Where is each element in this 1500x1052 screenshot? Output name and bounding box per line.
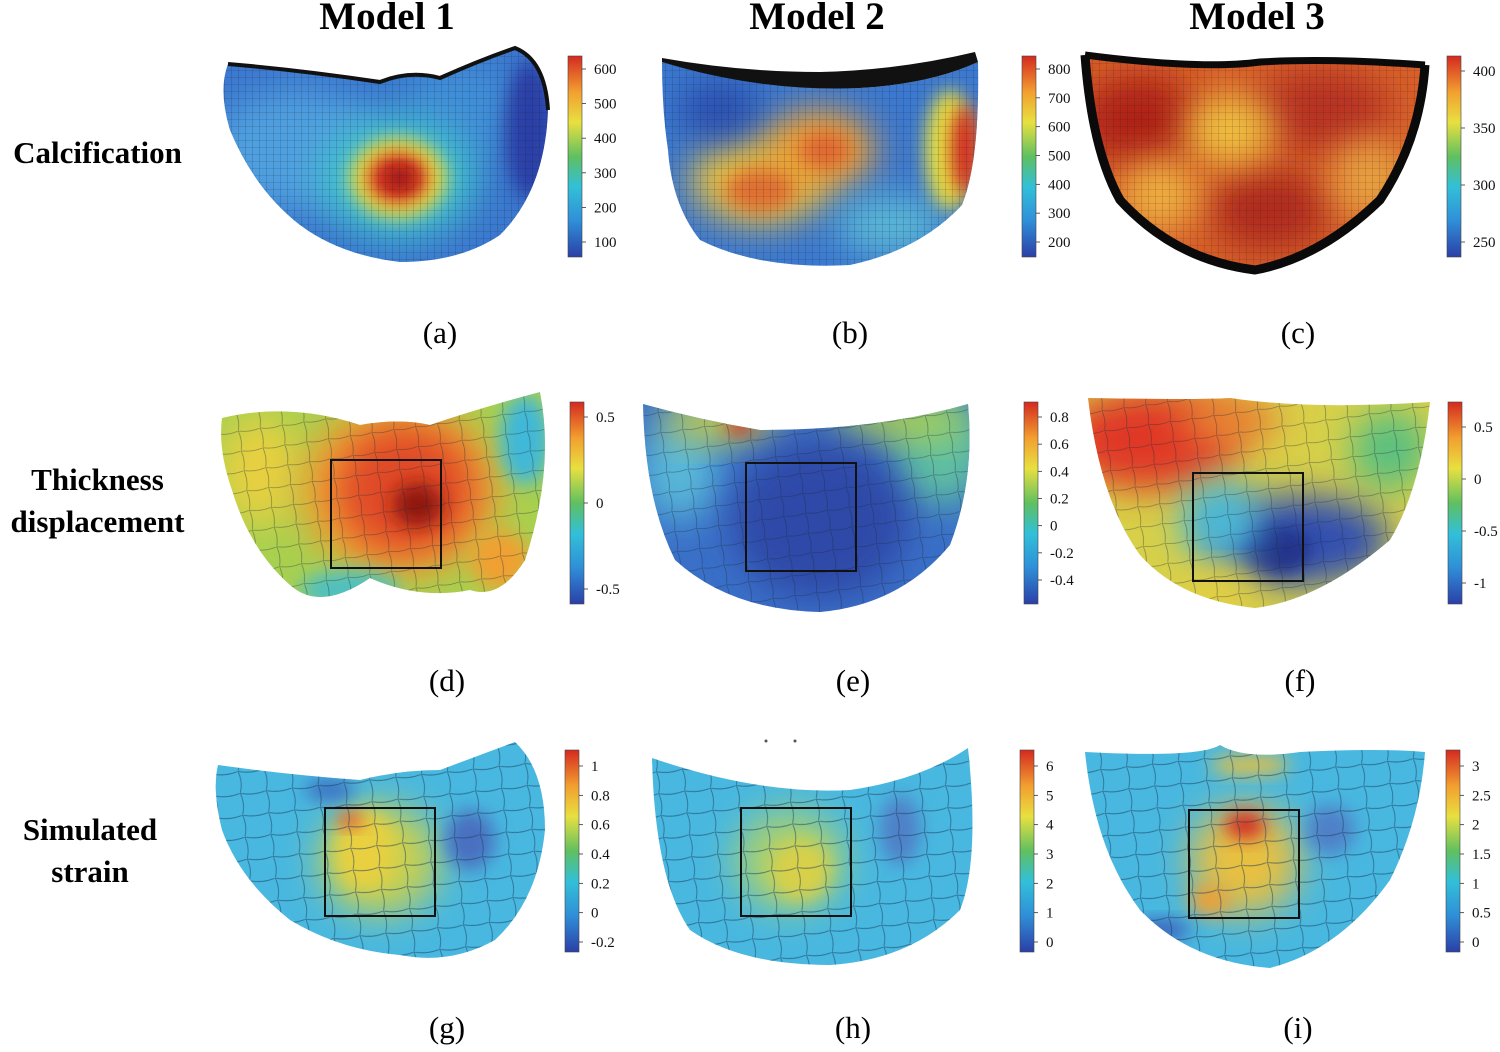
colorbar-tick-label: 100: [594, 235, 617, 251]
colorbar-tick-label: 0.5: [596, 410, 615, 426]
colorbar-tick-label: 1: [1472, 876, 1480, 892]
colorbar-tick-label: 0: [591, 906, 599, 922]
row-label-line: strain: [51, 854, 129, 889]
colorbar-tick-label: 1: [1046, 906, 1054, 922]
colorbar-tick-label: 0.8: [1050, 410, 1069, 426]
roi-box-d: [330, 459, 442, 569]
row-label-simulated-strain: Simulated strain: [0, 809, 180, 893]
panel-letter-f: (f): [1284, 663, 1316, 698]
colorbar-tick-label: 0: [1046, 935, 1054, 951]
colorbar-tick-label: 300: [594, 166, 617, 182]
surface-thickness-model-2: [643, 404, 970, 612]
colorbar-tick-label: 6: [1046, 759, 1054, 775]
colorbar-tick-label: 0.6: [1050, 437, 1069, 453]
colorbar-tick-label: 0.2: [1050, 492, 1069, 508]
colorbar-tick-label: 3: [1472, 759, 1480, 775]
colorbar-tick-label: 0.2: [591, 876, 610, 892]
colorbar-tick-label: 800: [1048, 62, 1071, 78]
colorbar: [1019, 749, 1035, 953]
colorbar-tick-label: 0: [1050, 519, 1058, 535]
colorbar-tick-label: 700: [1048, 91, 1071, 107]
colorbar-tick-label: 2.5: [1472, 788, 1491, 804]
colorbar-tick-label: 400: [1473, 64, 1496, 80]
colorbars: 6005004003002001008007006005004003002004…: [564, 55, 1498, 953]
colorbar-tick-label: 3: [1046, 847, 1054, 863]
colorbar-tick-label: -0.4: [1050, 573, 1074, 589]
colorbar-tick-label: 200: [594, 200, 617, 216]
colorbar-tick-label: 0: [1474, 472, 1482, 488]
panel-letter-e: (e): [835, 663, 871, 698]
colorbar: [567, 55, 583, 258]
colorbar-tick-label: 0.6: [591, 818, 610, 834]
surface-calcification-model-3: [1085, 55, 1425, 270]
panel-letter-c: (c): [1280, 315, 1316, 350]
colorbar: [1021, 55, 1037, 258]
colorbar-tick-label: 500: [594, 97, 617, 113]
colorbar-tick-label: 0: [596, 496, 604, 512]
colorbar-tick-label: -1: [1474, 576, 1487, 592]
colorbar-tick-label: 400: [594, 131, 617, 147]
panel-letter-b: (b): [831, 315, 869, 350]
colorbar-tick-label: 0.4: [591, 847, 610, 863]
colorbar: [569, 401, 585, 605]
surface-strain-model-1: [215, 742, 545, 958]
colorbar-tick-label: 350: [1473, 121, 1496, 137]
colorbar-tick-label: 600: [1048, 120, 1071, 136]
colorbar-tick-label: 2: [1046, 876, 1054, 892]
roi-box-g: [324, 807, 436, 917]
colorbar-tick-label: 300: [1048, 206, 1071, 222]
column-title-model-3: Model 3: [1189, 0, 1325, 38]
surface-strain-model-3: [1085, 745, 1425, 968]
row-label-line: Simulated: [22, 812, 158, 847]
panel-letter-g: (g): [428, 1010, 466, 1045]
colorbar: [1446, 55, 1462, 258]
panel-letter-i: (i): [1283, 1010, 1313, 1045]
surface-calcification-model-1: [223, 48, 549, 262]
roi-box-e: [745, 462, 857, 572]
colorbar-tick-label: 0.5: [1474, 420, 1493, 436]
colorbar-tick-label: -0.5: [596, 582, 620, 598]
colorbar-tick-label: 0.5: [1472, 906, 1491, 922]
colorbar-tick-label: 1.5: [1472, 847, 1491, 863]
roi-box-h: [740, 807, 852, 917]
colorbar-tick-label: 2: [1472, 818, 1480, 834]
colorbar-tick-label: 500: [1048, 149, 1071, 165]
colorbar: [564, 749, 580, 953]
roi-box-f: [1192, 472, 1304, 582]
row-label-thickness-displacement: Thickness displacement: [0, 459, 195, 543]
colorbar-tick-label: 400: [1048, 177, 1071, 193]
column-title-model-1: Model 1: [319, 0, 455, 38]
colorbar-tick-label: 1: [591, 759, 599, 775]
row-label-line: Thickness: [31, 462, 164, 497]
colorbar-tick-label: -0.2: [591, 935, 615, 951]
colorbar-tick-label: -0.5: [1474, 524, 1498, 540]
surface-strain-model-2: [652, 748, 973, 965]
colorbar-tick-label: 4: [1046, 818, 1054, 834]
row-label-line: Calcification: [13, 135, 182, 170]
panel-letter-d: (d): [428, 663, 466, 698]
colorbar-tick-label: -0.2: [1050, 546, 1074, 562]
column-title-model-2: Model 2: [749, 0, 885, 38]
colorbar-tick-label: 200: [1048, 235, 1071, 251]
colorbar: [1023, 401, 1039, 605]
roi-box-i: [1188, 809, 1300, 919]
row-label-calcification: Calcification: [0, 132, 195, 174]
colorbar-tick-label: 0: [1472, 935, 1480, 951]
colorbar: [1447, 401, 1463, 605]
surface-thickness-model-1: [221, 392, 545, 597]
colorbar-tick-label: 250: [1473, 235, 1496, 251]
panel-letter-a: (a): [422, 315, 458, 350]
panel-letter-h: (h): [834, 1010, 872, 1045]
colorbar-tick-label: 0.8: [591, 788, 610, 804]
surface-calcification-model-2: [662, 62, 979, 266]
row-label-line: displacement: [10, 504, 185, 539]
colorbar-tick-label: 300: [1473, 178, 1496, 194]
colorbar: [1445, 749, 1461, 953]
colorbar-tick-label: 5: [1046, 788, 1054, 804]
colorbar-tick-label: 0.4: [1050, 464, 1069, 480]
colorbar-tick-label: 600: [594, 62, 617, 78]
